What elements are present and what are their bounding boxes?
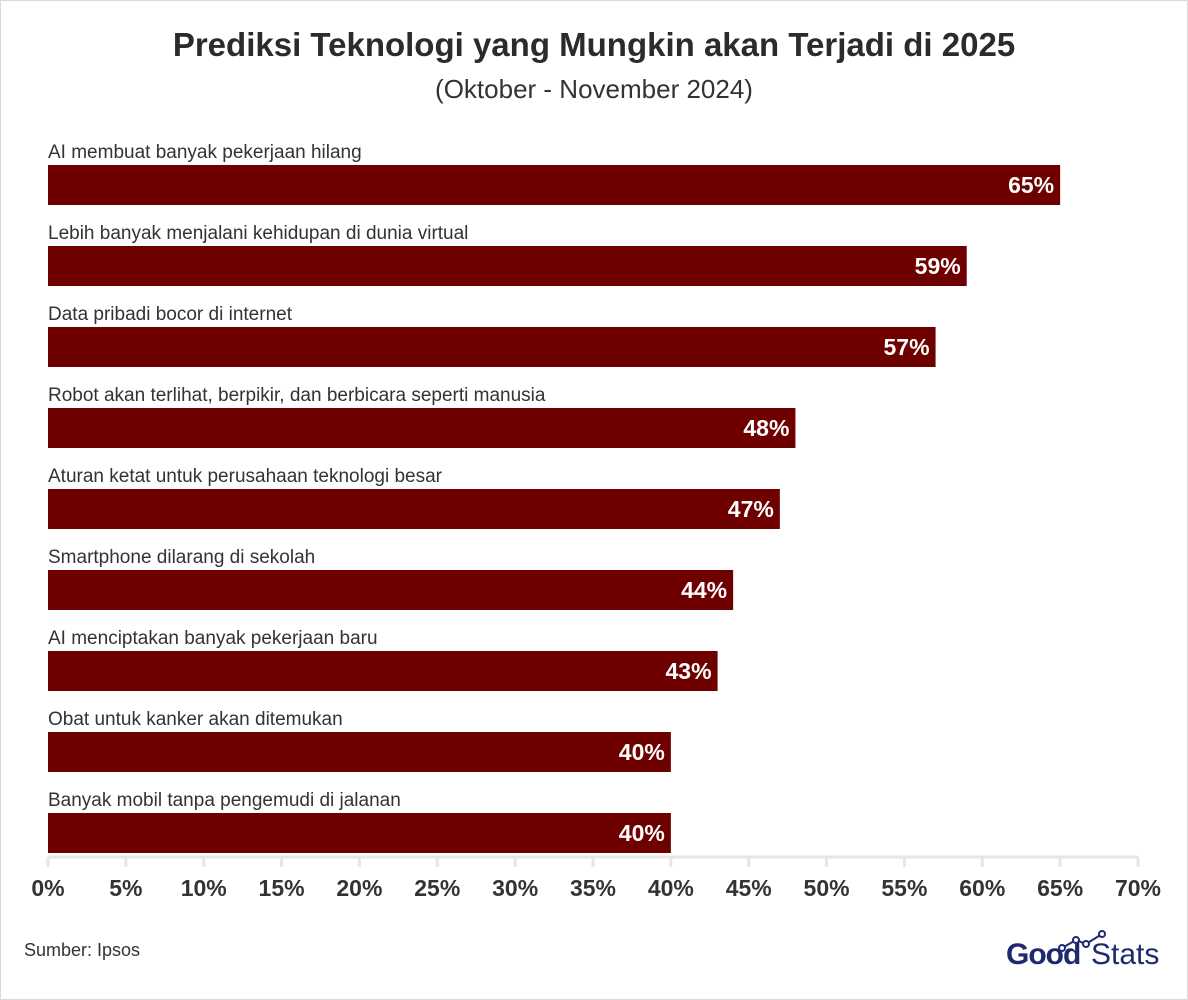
x-axis: 0% 5% 10% 15% 20% 25% 30% 35% 40% 45% 50% 55% 60% 65%… bbox=[31, 855, 1161, 901]
data-label: 57% bbox=[884, 334, 930, 360]
bar bbox=[48, 327, 936, 367]
bars-layer: AI membuat banyak pekerjaan hilang 65% Leb… bbox=[48, 142, 1061, 853]
data-label: 40% bbox=[619, 739, 665, 765]
logo-text-stats: Stats bbox=[1091, 938, 1160, 971]
x-tick-label: 60% bbox=[959, 875, 1005, 901]
category-label: Robot akan terlihat, berpikir, dan berbi… bbox=[48, 385, 546, 406]
data-label: 43% bbox=[666, 658, 712, 684]
x-tick-label: 30% bbox=[492, 875, 538, 901]
bar bbox=[48, 813, 671, 853]
source-note: Sumber: Ipsos bbox=[24, 940, 141, 960]
category-label: Banyak mobil tanpa pengemudi di jalanan bbox=[48, 790, 401, 811]
category-label: Lebih banyak menjalani kehidupan di duni… bbox=[48, 223, 468, 244]
x-tick-label: 40% bbox=[648, 875, 694, 901]
data-label: 59% bbox=[915, 253, 961, 279]
x-tick-label: 20% bbox=[336, 875, 382, 901]
bar bbox=[48, 246, 967, 286]
x-tick-label: 50% bbox=[804, 875, 850, 901]
x-tick-label: 55% bbox=[881, 875, 927, 901]
bar bbox=[48, 570, 734, 610]
x-tick-label: 15% bbox=[259, 875, 305, 901]
category-label: Aturan ketat untuk perusahaan teknologi … bbox=[48, 466, 443, 487]
category-label: Smartphone dilarang di sekolah bbox=[48, 547, 315, 568]
data-label: 47% bbox=[728, 496, 774, 522]
bar bbox=[48, 489, 780, 529]
bar bbox=[48, 732, 671, 772]
data-label: 65% bbox=[1008, 172, 1054, 198]
x-tick-label: 35% bbox=[570, 875, 616, 901]
category-label: Data pribadi bocor di internet bbox=[48, 304, 293, 325]
bar bbox=[48, 165, 1061, 205]
chart-subtitle: (Oktober - November 2024) bbox=[435, 74, 753, 104]
data-label: 48% bbox=[743, 415, 789, 441]
data-label: 40% bbox=[619, 820, 665, 846]
x-tick-label: 10% bbox=[181, 875, 227, 901]
bar bbox=[48, 408, 796, 448]
logo-trend-icon bbox=[1058, 930, 1106, 952]
x-tick-label: 0% bbox=[31, 875, 64, 901]
x-tick-label: 70% bbox=[1115, 875, 1161, 901]
goodstats-logo: Good Stats bbox=[1006, 930, 1172, 980]
data-label: 44% bbox=[681, 577, 727, 603]
category-label: AI membuat banyak pekerjaan hilang bbox=[48, 142, 362, 163]
x-tick-label: 65% bbox=[1037, 875, 1083, 901]
chart-title: Prediksi Teknologi yang Mungkin akan Ter… bbox=[172, 26, 1016, 63]
category-label: Obat untuk kanker akan ditemukan bbox=[48, 709, 343, 730]
x-tick-label: 45% bbox=[726, 875, 772, 901]
x-tick-label: 25% bbox=[414, 875, 460, 901]
category-label: AI menciptakan banyak pekerjaan baru bbox=[48, 628, 378, 649]
bar bbox=[48, 651, 718, 691]
x-tick-label: 5% bbox=[109, 875, 142, 901]
